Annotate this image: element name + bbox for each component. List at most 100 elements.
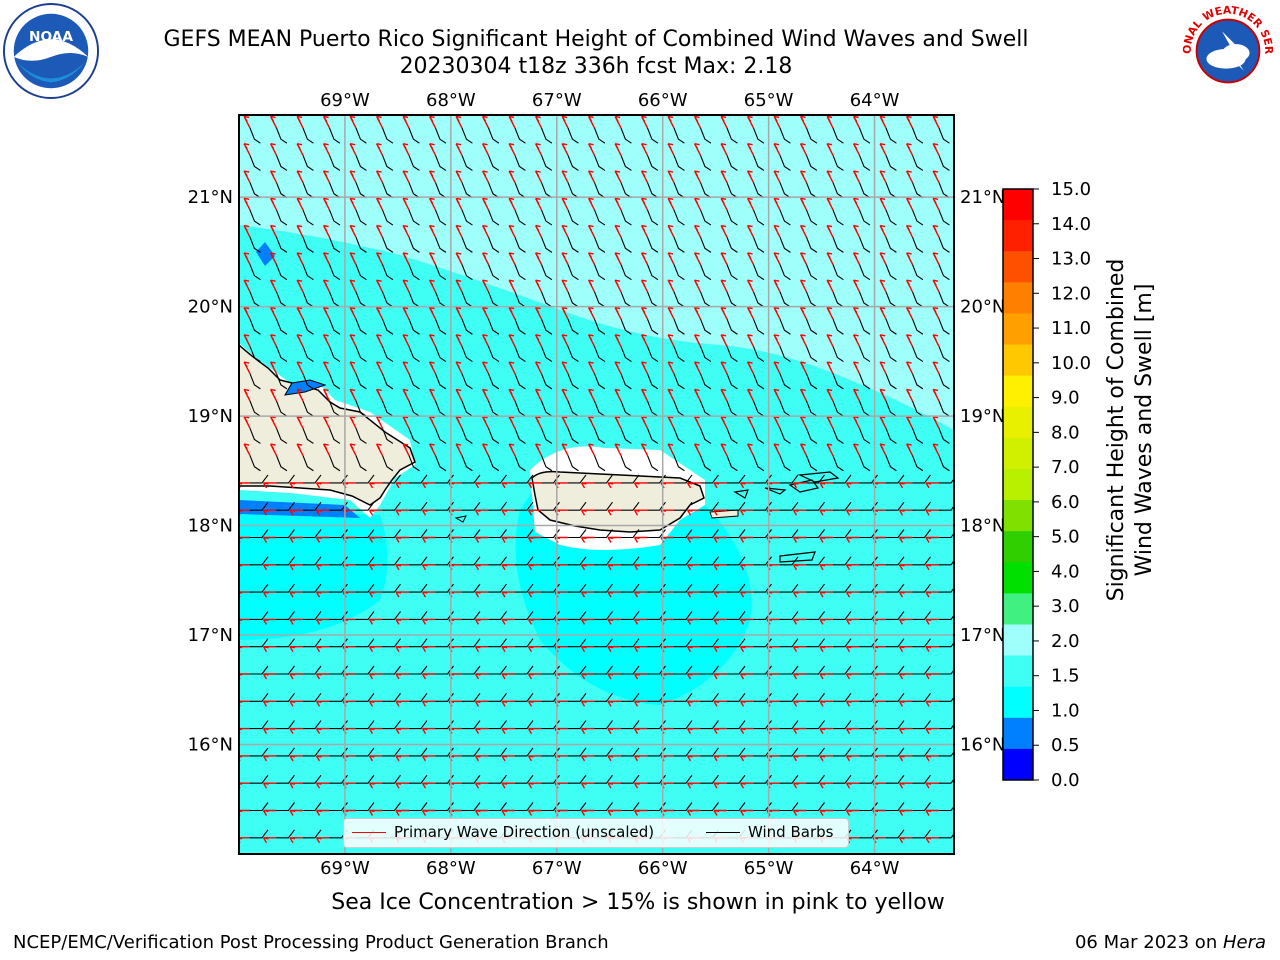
wave-direction-arrow [481,224,490,238]
wave-direction-arrow [640,143,649,156]
vector-glyph [826,306,844,335]
wave-direction-arrow [852,416,861,429]
wave-direction-arrow [455,306,463,320]
wave-direction-arrow [501,727,515,734]
wind-barb [886,611,905,620]
wind-barb [646,291,659,308]
wave-direction-arrow [746,170,755,183]
wave-direction-arrow [845,700,860,707]
vector-glyph [455,252,473,281]
wind-barb [911,155,924,171]
wind-barb [568,474,587,484]
wind-barb [806,611,825,620]
wind-barb [594,665,613,675]
wind-barb [382,665,401,675]
wind-barb [727,583,746,593]
wave-direction-arrow [428,197,437,211]
wave-direction-arrow [879,279,887,293]
wave-direction-arrow [826,252,834,265]
vector-glyph [925,832,954,844]
vector-glyph [792,474,825,489]
vector-glyph [289,747,322,762]
wave-direction-arrow [845,646,860,653]
wave-direction-arrow [799,143,808,156]
wind-barb [382,774,401,784]
wave-direction-arrow [534,388,543,402]
wave-direction-arrow [852,443,861,456]
wind-barb [568,802,587,812]
vector-glyph [898,747,931,762]
vector-glyph [580,583,613,598]
wave-direction-arrow [720,143,728,156]
lon-label-top: 68°W [426,90,476,111]
wind-barb [779,400,791,417]
wave-direction-arrow [925,755,939,762]
wave-direction-arrow [289,755,303,762]
wind-barb [568,720,587,730]
wave-direction-arrow [349,306,357,320]
wind-barb [540,236,553,253]
wave-direction-arrow [845,782,860,789]
vector-glyph [296,115,314,144]
wind-barb [567,264,579,281]
wave-direction-arrow [852,252,861,265]
wave-direction-arrow [799,279,808,293]
vector-glyph [819,802,852,816]
wind-barb [462,529,481,539]
vector-glyph [428,143,447,171]
wave-direction-arrow [349,361,357,375]
wind-barb [249,127,261,144]
vector-glyph [746,361,765,390]
vector-glyph [508,388,526,417]
wind-barb [674,638,693,648]
vector-glyph [428,443,447,472]
vector-glyph [322,197,341,226]
vector-glyph [739,692,772,707]
vector-glyph [375,197,394,226]
wave-direction-arrow [713,755,727,762]
wind-barb [275,400,288,417]
vector-glyph [819,774,852,789]
vector-glyph [587,443,606,472]
vector-glyph [607,802,640,816]
colorbar-segment [1003,500,1033,532]
colorbar-tick-label: 8.0 [1051,422,1080,443]
wind-barb [939,614,954,620]
wind-barb [858,264,871,281]
wave-direction-arrow [474,536,489,543]
wave-direction-arrow [315,591,330,598]
wave-direction-arrow [614,361,622,375]
wave-direction-arrow [799,170,808,183]
vector-glyph [349,143,367,171]
wind-barb [356,638,375,648]
wave-direction-arrow [614,306,622,320]
wave-direction-arrow [262,755,277,762]
wind-barb [833,556,852,566]
wind-barb [514,346,526,363]
wind-barb [859,583,878,593]
wind-barb [780,692,799,702]
vector-glyph [633,529,666,543]
vector-glyph [640,252,659,281]
wind-barb [568,556,587,566]
wind-barb [753,802,772,812]
wind-barb [806,501,825,511]
lon-label-bottom: 66°W [638,858,688,879]
wind-barb [568,529,587,539]
wind-barb [275,455,288,472]
wave-direction-arrow [607,509,621,516]
vector-glyph [481,416,500,444]
wave-direction-arrow [713,618,727,625]
vector-glyph [845,583,878,598]
wind-barb [780,611,799,620]
vector-glyph [474,720,507,734]
wind-barb [515,529,534,539]
wind-barb [515,474,534,484]
vector-glyph [402,388,420,417]
wind-barb [514,318,526,335]
wind-barb [673,155,685,171]
wave-direction-arrow [587,361,596,375]
wave-direction-arrow [315,618,330,625]
vector-glyph [501,802,534,816]
wave-direction-arrow [508,279,516,293]
